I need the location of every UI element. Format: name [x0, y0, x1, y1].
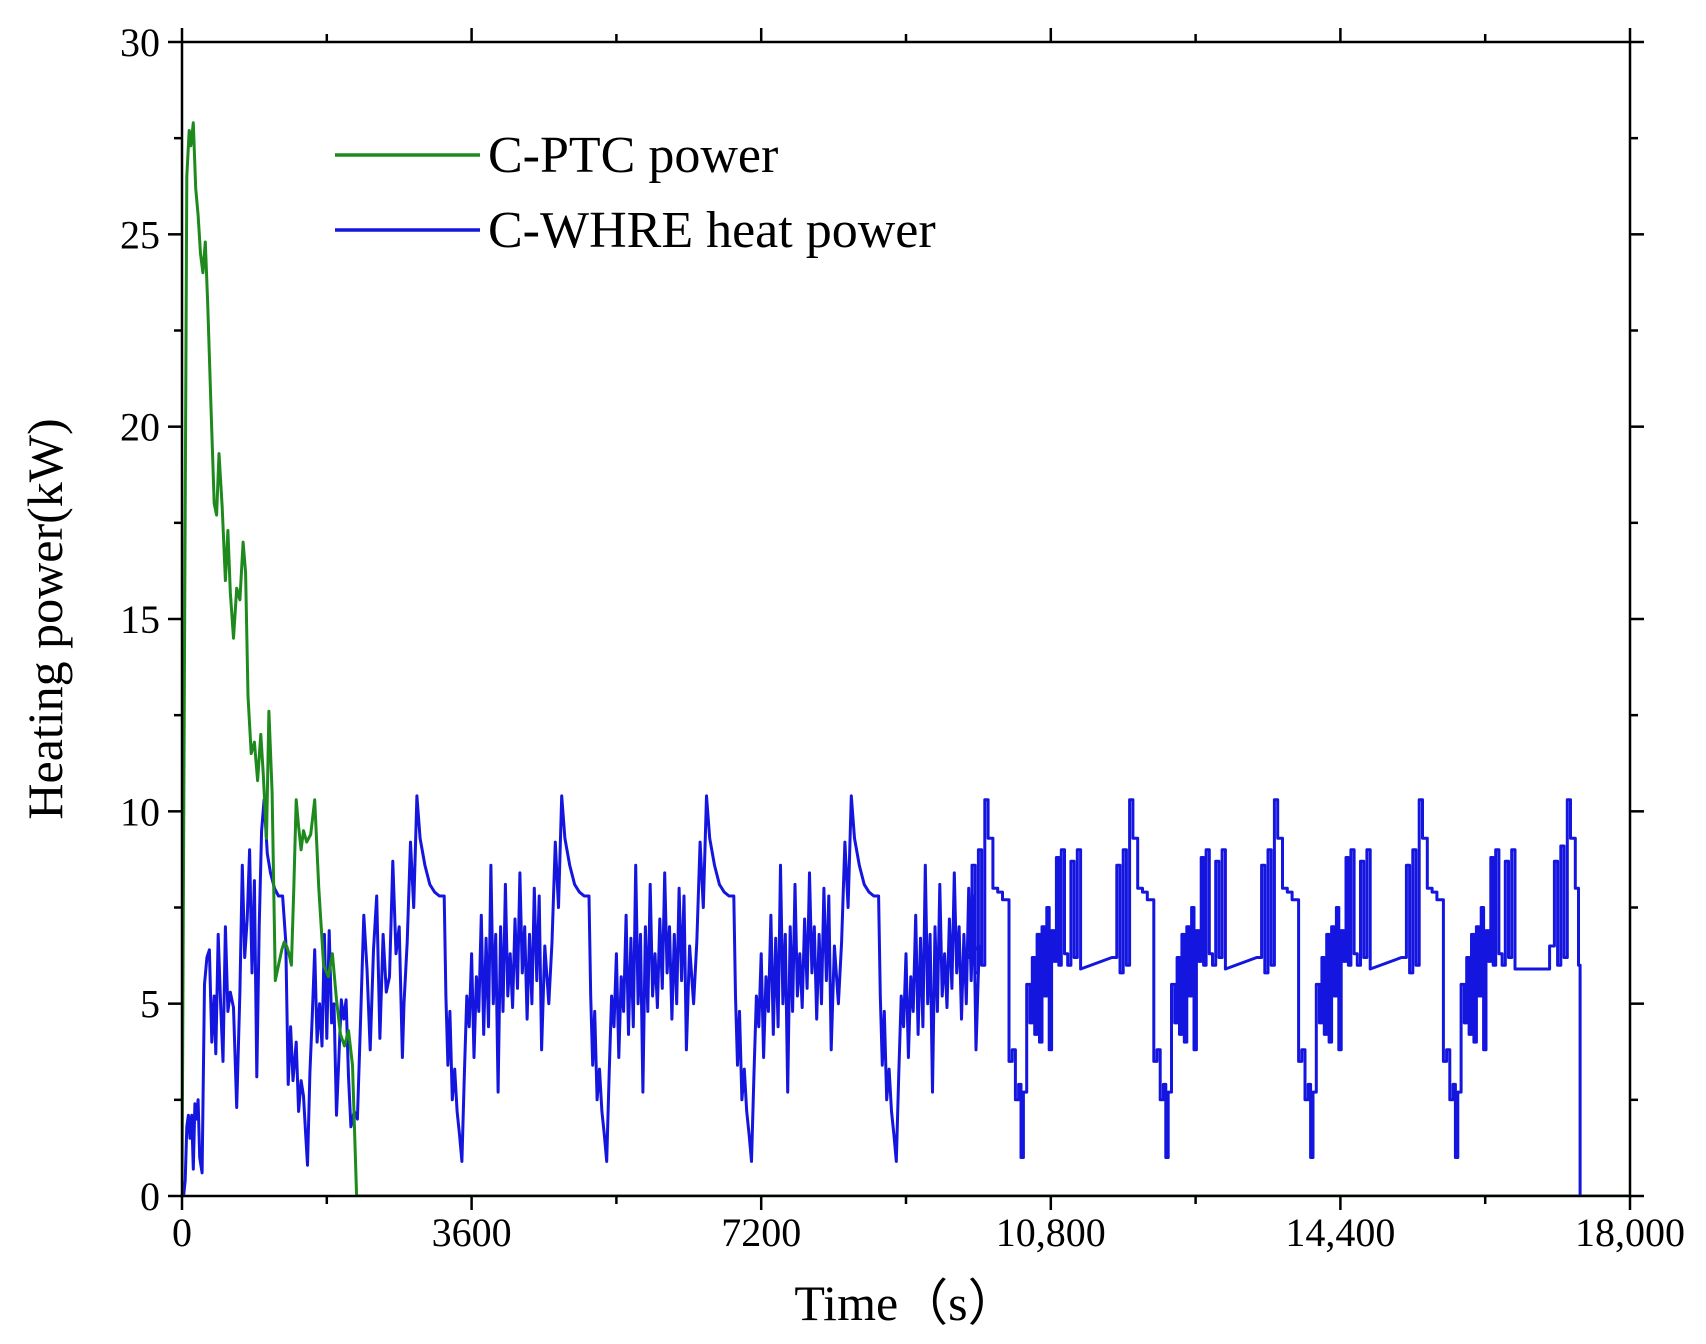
x-tick-label: 18,000: [1575, 1210, 1685, 1255]
series-line-c-whre-heat-power: [182, 794, 1630, 1196]
x-tick-label: 0: [172, 1210, 192, 1255]
legend-label-c-whre: C-WHRE heat power: [488, 202, 936, 259]
series-layer: [182, 121, 1630, 1196]
x-axis-title: Time（s）: [794, 1275, 1017, 1331]
y-tick-label: 5: [140, 982, 160, 1027]
y-tick-label: 15: [120, 597, 160, 642]
legend: C-PTC power C-WHRE heat power: [335, 127, 936, 259]
x-tick-label: 10,800: [996, 1210, 1106, 1255]
x-tick-label: 14,400: [1285, 1210, 1395, 1255]
y-tick-label: 20: [120, 405, 160, 450]
x-tick-label: 3600: [432, 1210, 512, 1255]
legend-label-c-ptc: C-PTC power: [488, 127, 778, 184]
y-axis-title: Heating power(kW): [17, 418, 73, 819]
series-line-c-ptc-power: [182, 121, 1630, 1196]
y-tick-label: 0: [140, 1174, 160, 1219]
y-tick-label: 25: [120, 212, 160, 257]
ticks-layer: 0 5 10 15 20 25 30 0 3600 7200 10,800 14,400 18,000: [120, 20, 1685, 1255]
x-tick-label: 7200: [721, 1210, 801, 1255]
y-tick-label: 10: [120, 789, 160, 834]
y-tick-label: 30: [120, 20, 160, 65]
